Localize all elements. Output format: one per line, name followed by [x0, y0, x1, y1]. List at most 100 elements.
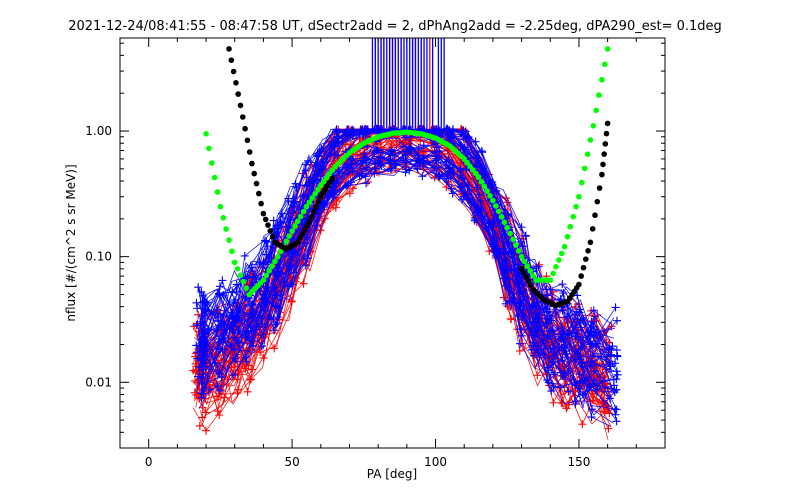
- plus-marker: [549, 398, 558, 407]
- plus-marker: [314, 152, 323, 161]
- plus-marker: [473, 183, 482, 192]
- plus-marker: [542, 314, 551, 323]
- plus-marker: [589, 376, 598, 385]
- plus-marker: [244, 328, 253, 337]
- curve-dot: [253, 180, 260, 187]
- series-line: [198, 154, 617, 416]
- plus-marker: [348, 184, 357, 193]
- plus-marker: [532, 264, 541, 273]
- plus-marker: [501, 299, 510, 308]
- plus-marker: [234, 338, 243, 347]
- y-tick-label: 0.01: [85, 375, 112, 389]
- plus-marker: [256, 314, 265, 323]
- curve-dot: [226, 237, 232, 243]
- series-line: [199, 148, 616, 410]
- plus-marker: [521, 231, 530, 240]
- plus-marker: [231, 354, 240, 363]
- curve-dot: [580, 264, 587, 271]
- curve-dot: [209, 160, 215, 166]
- plus-marker: [194, 283, 203, 292]
- plus-marker: [272, 271, 281, 280]
- plus-marker: [205, 386, 214, 395]
- plus-marker: [515, 346, 524, 355]
- curve-dot: [300, 208, 307, 215]
- curve-dot: [521, 258, 528, 265]
- curve-dot: [547, 277, 554, 284]
- plus-marker: [587, 413, 596, 422]
- curve-dot: [228, 57, 235, 63]
- curve-dot: [596, 185, 603, 191]
- curve-dot: [265, 222, 271, 228]
- plus-marker: [327, 141, 336, 150]
- curve-dot: [604, 120, 611, 127]
- curve-dot: [289, 228, 295, 234]
- plus-marker: [248, 313, 257, 322]
- curve-dot: [237, 272, 244, 279]
- plus-marker: [444, 174, 453, 183]
- plus-marker: [329, 188, 338, 197]
- plus-marker: [258, 313, 267, 322]
- curve-dot: [306, 199, 313, 206]
- plus-marker: [317, 145, 326, 154]
- curve-dot: [475, 174, 482, 180]
- curve-dot: [292, 223, 298, 229]
- series-line: [197, 158, 611, 405]
- curve-dot: [518, 253, 525, 260]
- plus-marker: [560, 343, 569, 352]
- curve-dot: [258, 200, 264, 207]
- curve-dot: [524, 263, 531, 269]
- plus-marker: [299, 279, 308, 288]
- curve-dot: [313, 203, 320, 210]
- plus-marker: [201, 408, 210, 417]
- plus-marker: [611, 404, 620, 413]
- plus-marker: [201, 426, 210, 435]
- series-line: [198, 160, 617, 422]
- y-axis-label: nflux [#/(cm^2 s sr MeV)]: [64, 164, 78, 321]
- x-tick-label: 150: [567, 455, 590, 469]
- curve-dot: [240, 114, 246, 120]
- plus-marker: [556, 383, 565, 392]
- curve-dot: [567, 223, 574, 230]
- plus-marker: [604, 424, 613, 433]
- curve-dot: [315, 186, 321, 193]
- plus-marker: [201, 358, 210, 367]
- plus-marker: [590, 312, 599, 321]
- plus-marker: [533, 371, 542, 380]
- plus-marker: [196, 317, 205, 326]
- plus-marker: [503, 210, 512, 219]
- curve-dot: [251, 170, 257, 177]
- plus-marker: [499, 258, 508, 267]
- curve-dot: [501, 219, 508, 226]
- curve-dot: [578, 273, 584, 279]
- curve-dot: [203, 131, 209, 137]
- plus-marker: [216, 312, 225, 321]
- curve-dot: [603, 130, 610, 137]
- x-tick-label: 100: [424, 455, 447, 469]
- curve-dot: [263, 272, 270, 279]
- plus-marker: [474, 207, 483, 216]
- plus-marker: [361, 130, 370, 139]
- curve-dot: [556, 257, 562, 263]
- curve-dot: [295, 218, 301, 225]
- plus-marker: [535, 304, 544, 313]
- plus-marker: [348, 125, 357, 134]
- plus-marker: [612, 405, 621, 414]
- curve-dot: [260, 210, 267, 217]
- plus-marker: [612, 385, 621, 394]
- x-axis: 0 50 100 150: [145, 38, 637, 469]
- plus-marker: [195, 421, 204, 430]
- plus-marker: [530, 299, 539, 308]
- curve-dot: [570, 213, 576, 220]
- series-line: [200, 136, 618, 389]
- plus-marker: [198, 298, 207, 307]
- plot-frame: [119, 37, 666, 449]
- curve-dot: [478, 179, 485, 185]
- plus-marker: [243, 272, 252, 281]
- curve-dot: [244, 137, 251, 144]
- plus-marker: [273, 319, 282, 328]
- curve-dot: [235, 91, 241, 97]
- plus-marker: [269, 326, 278, 335]
- curve-dot: [525, 278, 532, 284]
- plus-marker: [502, 237, 511, 246]
- plus-marker: [577, 358, 586, 367]
